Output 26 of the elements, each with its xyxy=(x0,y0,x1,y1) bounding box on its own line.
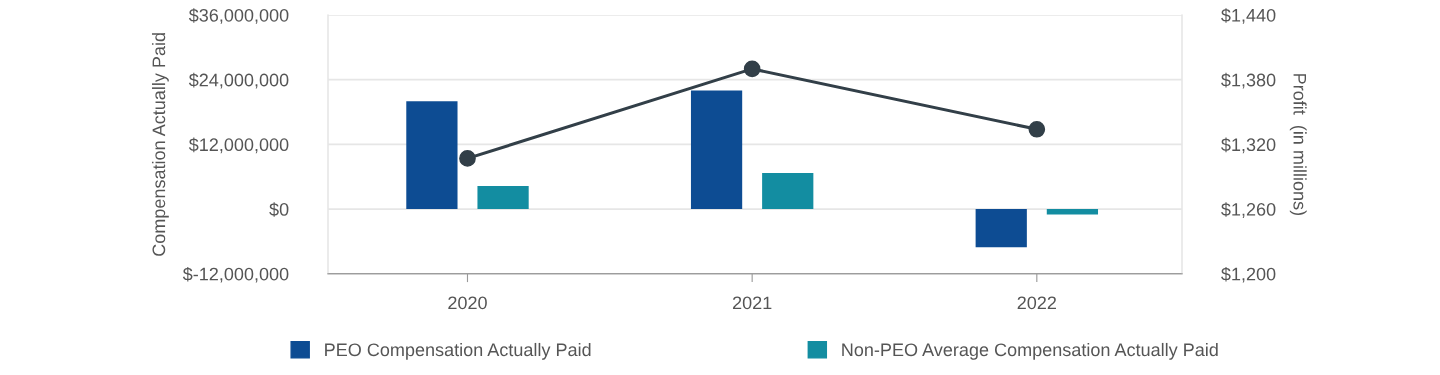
x-tick-label: 2021 xyxy=(732,296,772,310)
y2-tick-label: $1,260 xyxy=(1221,202,1276,218)
y2-tick-label: $1,380 xyxy=(1221,72,1276,89)
y2-tick-label: $1,200 xyxy=(1221,266,1276,283)
legend-label: Non-PEO Average Compensation Actually Paid xyxy=(842,342,1218,360)
y2-tick-label: $1,320 xyxy=(1221,137,1276,154)
y-tick-label: $36,000,000 xyxy=(188,8,289,24)
point xyxy=(459,150,476,167)
bar xyxy=(406,101,458,210)
x-tick-label: 2020 xyxy=(448,296,487,310)
bar xyxy=(1046,209,1099,215)
bar xyxy=(975,209,1027,248)
y2-axis-title: Profit (in millions) xyxy=(1289,74,1307,215)
y-tick-label: $0 xyxy=(269,202,289,217)
y2-tick-label: $1,440 xyxy=(1221,8,1276,24)
y-axis-title: Compensation Actually Paid xyxy=(151,33,169,256)
point xyxy=(743,60,761,78)
y-tick-label: $12,000,000 xyxy=(188,137,289,154)
bar xyxy=(762,172,814,210)
point xyxy=(1028,120,1046,138)
y-tick-label: $-12,000,000 xyxy=(182,266,289,283)
bar xyxy=(477,185,529,210)
y-tick-label: $24,000,000 xyxy=(188,72,289,89)
bar xyxy=(690,90,743,210)
x-tick-label: 2022 xyxy=(1017,296,1056,310)
legend-label: PEO Compensation Actually Paid xyxy=(325,342,591,360)
